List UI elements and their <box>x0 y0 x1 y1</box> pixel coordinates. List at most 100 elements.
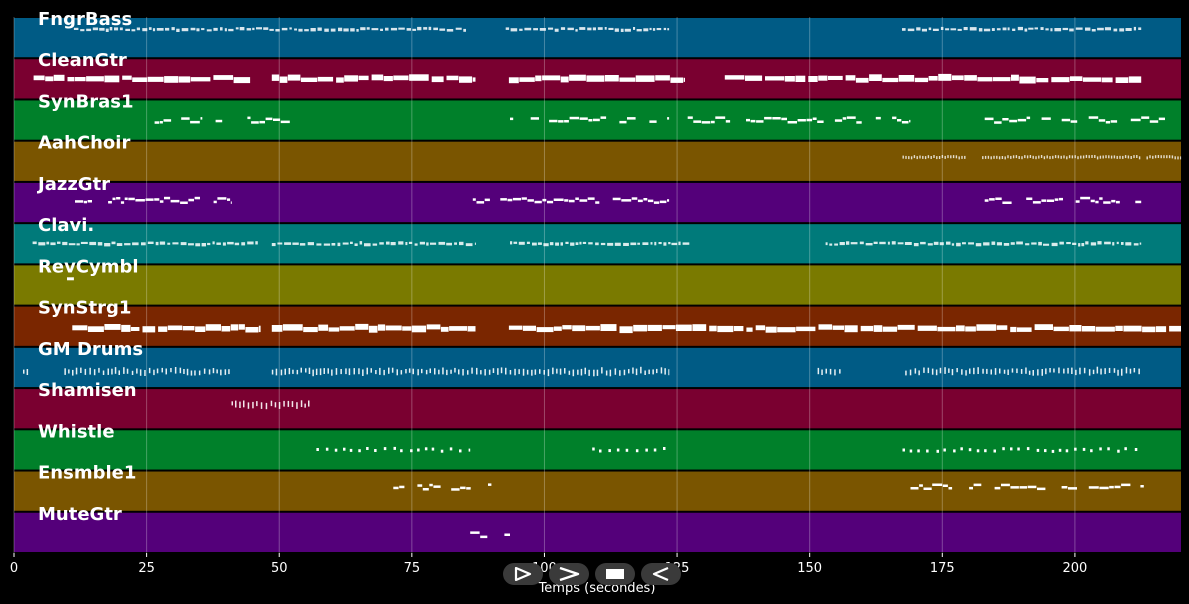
note-group <box>33 74 251 84</box>
note <box>1088 116 1099 119</box>
note <box>1018 156 1020 159</box>
note <box>271 369 274 375</box>
note <box>287 400 290 407</box>
note <box>148 27 152 30</box>
note <box>274 402 277 408</box>
note <box>181 28 189 32</box>
note <box>948 487 953 490</box>
note <box>298 28 303 32</box>
note <box>1010 486 1019 489</box>
note <box>898 75 915 82</box>
note-group <box>902 447 1138 453</box>
note <box>111 241 116 245</box>
note-group <box>505 27 670 32</box>
note <box>23 369 25 374</box>
rewind-button[interactable] <box>641 563 681 585</box>
note <box>597 27 603 30</box>
note <box>548 27 554 30</box>
note <box>142 326 156 333</box>
note <box>164 76 179 83</box>
note <box>438 241 446 245</box>
note <box>350 241 353 244</box>
note <box>1107 447 1110 451</box>
note <box>845 75 856 81</box>
note <box>80 367 82 373</box>
play-button[interactable] <box>503 563 543 585</box>
note <box>649 120 657 123</box>
note <box>670 77 684 83</box>
note <box>984 155 987 159</box>
note <box>1059 241 1064 245</box>
note <box>1036 448 1040 452</box>
note-group <box>724 73 1142 84</box>
note <box>1085 154 1088 158</box>
note <box>1117 449 1120 453</box>
note <box>662 325 676 330</box>
note <box>1111 199 1116 203</box>
note <box>1101 77 1113 83</box>
note <box>383 76 393 82</box>
note <box>658 242 662 245</box>
note <box>159 121 163 124</box>
note <box>228 369 230 375</box>
note <box>1138 27 1142 30</box>
note <box>956 368 958 373</box>
note <box>118 370 120 375</box>
note <box>1171 155 1174 159</box>
note <box>542 198 547 202</box>
note <box>905 370 907 376</box>
note <box>999 368 1001 374</box>
note <box>284 242 292 245</box>
note <box>945 28 950 31</box>
note <box>80 29 85 32</box>
track-label: Whistle <box>38 421 115 442</box>
note <box>897 324 915 330</box>
note <box>948 368 950 373</box>
note <box>1149 120 1159 123</box>
note <box>459 241 464 246</box>
note <box>1141 116 1150 119</box>
note <box>652 28 656 31</box>
x-tick-label: 175 <box>930 561 955 576</box>
note <box>542 75 561 81</box>
note <box>1051 77 1070 83</box>
note <box>1125 28 1132 31</box>
note-group <box>23 369 29 375</box>
note <box>1045 368 1047 375</box>
stop-button[interactable] <box>595 563 635 585</box>
note <box>220 27 223 31</box>
track-lane <box>14 389 1181 429</box>
note <box>424 447 428 451</box>
x-tick-label: 75 <box>404 561 421 576</box>
fast-forward-icon <box>559 567 580 581</box>
note <box>901 121 909 124</box>
note <box>663 242 667 246</box>
note <box>216 242 221 245</box>
note <box>227 198 231 201</box>
note <box>75 200 84 203</box>
note <box>923 487 932 490</box>
note <box>239 401 241 408</box>
note <box>675 324 692 331</box>
note <box>927 367 930 374</box>
note <box>1003 369 1006 374</box>
note <box>467 370 469 375</box>
x-tick-label: 200 <box>1062 561 1087 576</box>
note <box>411 325 427 333</box>
note <box>873 325 883 332</box>
fast-forward-button[interactable] <box>549 563 589 585</box>
note <box>608 449 611 453</box>
note <box>269 28 274 31</box>
note <box>1166 155 1168 159</box>
note <box>470 531 480 534</box>
note <box>1125 367 1128 374</box>
note <box>892 116 897 120</box>
note <box>1051 242 1058 247</box>
note <box>956 242 961 247</box>
note <box>632 367 634 374</box>
note <box>122 75 132 80</box>
note <box>428 26 432 31</box>
note <box>227 241 234 245</box>
note <box>635 368 638 376</box>
note <box>1124 447 1127 451</box>
